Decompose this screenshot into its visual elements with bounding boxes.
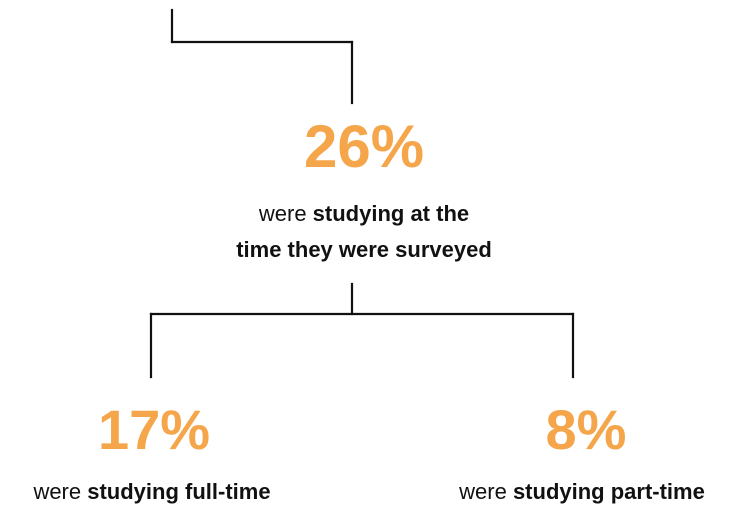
top-description-plain: were: [258, 201, 313, 226]
left-description-bold: studying full-time: [87, 479, 271, 504]
top-description-line-1: were studying at the: [164, 196, 564, 232]
top-description: were studying at the time they were surv…: [164, 196, 564, 268]
top-description-line-2: time they were surveyed: [164, 232, 564, 268]
left-description: were studying full-time: [2, 474, 302, 510]
top-description-bold-2: time they were surveyed: [236, 237, 492, 262]
left-description-plain: were: [33, 479, 88, 504]
right-description: were studying part-time: [432, 474, 732, 510]
right-percent: 8%: [545, 398, 627, 461]
left-percent: 17%: [97, 398, 211, 461]
right-description-bold: studying part-time: [512, 479, 705, 504]
top-percent: 26%: [303, 113, 425, 180]
top-description-bold-1: studying at the: [312, 201, 470, 226]
right-description-plain: were: [459, 479, 513, 504]
